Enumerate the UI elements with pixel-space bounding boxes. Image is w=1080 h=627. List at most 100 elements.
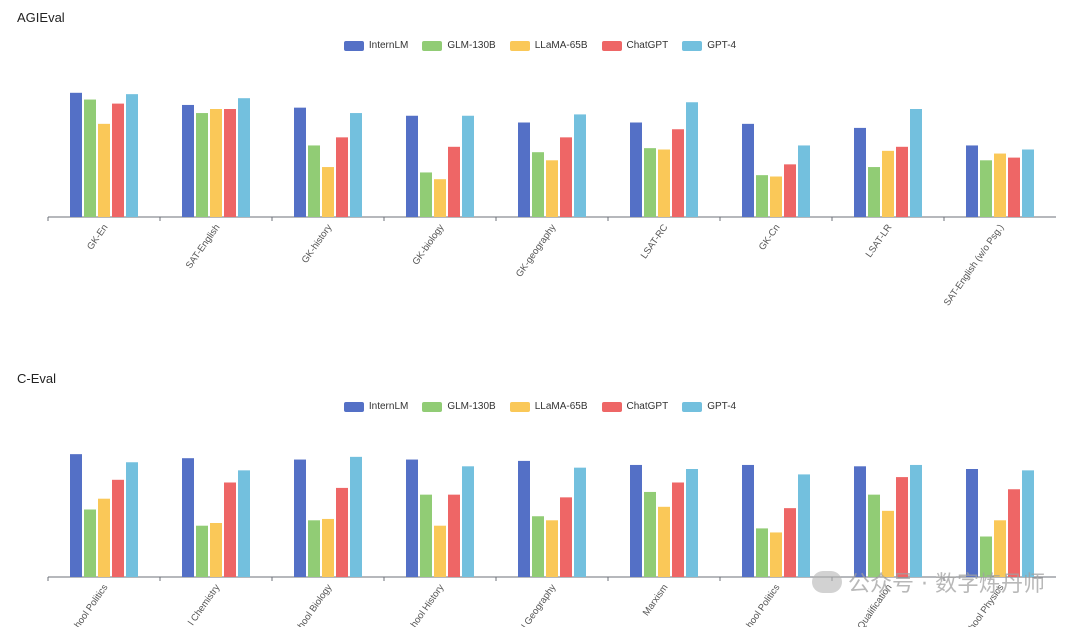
bar-chatgpt[interactable]: [896, 477, 908, 577]
bar-glm-130b[interactable]: [308, 145, 320, 217]
bar-gpt-4[interactable]: [798, 145, 810, 217]
bar-chatgpt[interactable]: [336, 137, 348, 217]
bar-llama-65b[interactable]: [322, 167, 334, 217]
bar-chatgpt[interactable]: [1008, 489, 1020, 577]
bar-glm-130b[interactable]: [868, 494, 880, 577]
bar-chatgpt[interactable]: [672, 482, 684, 578]
bar-internlm[interactable]: [70, 92, 82, 217]
bar-llama-65b[interactable]: [546, 520, 558, 577]
bar-chatgpt[interactable]: [784, 164, 796, 217]
bar-glm-130b[interactable]: [532, 152, 544, 217]
bar-internlm[interactable]: [742, 123, 754, 217]
bar-chatgpt[interactable]: [112, 479, 124, 577]
bar-internlm[interactable]: [182, 458, 194, 577]
bar-gpt-4[interactable]: [574, 467, 586, 577]
bar-gpt-4[interactable]: [1022, 149, 1034, 218]
bar-gpt-4[interactable]: [238, 470, 250, 577]
legend-item[interactable]: LLaMA-65B: [509, 401, 588, 412]
bar-chatgpt[interactable]: [560, 497, 572, 577]
bar-internlm[interactable]: [406, 459, 418, 577]
bar-llama-65b[interactable]: [770, 176, 782, 218]
bar-chatgpt[interactable]: [672, 129, 684, 217]
bar-glm-130b[interactable]: [84, 509, 96, 578]
bar-glm-130b[interactable]: [196, 113, 208, 217]
bar-glm-130b[interactable]: [196, 525, 208, 577]
bar-glm-130b[interactable]: [644, 148, 656, 217]
bar-llama-65b[interactable]: [546, 160, 558, 217]
bar-gpt-4[interactable]: [350, 456, 362, 577]
bar-internlm[interactable]: [518, 460, 530, 577]
bar-internlm[interactable]: [406, 115, 418, 217]
bar-llama-65b[interactable]: [658, 149, 670, 218]
legend-item[interactable]: GPT-4: [682, 401, 736, 412]
bar-llama-65b[interactable]: [98, 498, 110, 577]
bar-chatgpt[interactable]: [1008, 157, 1020, 217]
bar-gpt-4[interactable]: [910, 109, 922, 217]
bar-glm-130b[interactable]: [308, 520, 320, 577]
bar-chatgpt[interactable]: [448, 494, 460, 577]
bar-internlm[interactable]: [294, 107, 306, 217]
bar-gpt-4[interactable]: [126, 94, 138, 217]
bar-glm-130b[interactable]: [532, 516, 544, 577]
bar-internlm[interactable]: [182, 104, 194, 217]
bar-chatgpt[interactable]: [896, 146, 908, 217]
bar-llama-65b[interactable]: [994, 153, 1006, 217]
bar-gpt-4[interactable]: [574, 114, 586, 217]
bar-chatgpt[interactable]: [224, 482, 236, 578]
bar-gpt-4[interactable]: [126, 462, 138, 577]
bar-gpt-4[interactable]: [910, 464, 922, 577]
bar-chatgpt[interactable]: [224, 109, 236, 217]
bar-internlm[interactable]: [854, 466, 866, 577]
bar-internlm[interactable]: [70, 454, 82, 577]
bar-gpt-4[interactable]: [238, 98, 250, 217]
bar-llama-65b[interactable]: [434, 179, 446, 217]
bar-llama-65b[interactable]: [210, 109, 222, 217]
bar-llama-65b[interactable]: [770, 532, 782, 577]
bar-glm-130b[interactable]: [644, 491, 656, 577]
bar-llama-65b[interactable]: [210, 523, 222, 577]
bar-llama-65b[interactable]: [994, 520, 1006, 577]
bar-internlm[interactable]: [518, 122, 530, 218]
legend-item[interactable]: InternLM: [343, 40, 408, 51]
bar-internlm[interactable]: [630, 464, 642, 577]
bar-internlm[interactable]: [294, 459, 306, 577]
bar-llama-65b[interactable]: [98, 123, 110, 217]
bar-llama-65b[interactable]: [434, 525, 446, 577]
legend-item[interactable]: InternLM: [343, 401, 408, 412]
legend-item[interactable]: ChatGPT: [601, 401, 668, 412]
bar-gpt-4[interactable]: [686, 469, 698, 577]
legend-item[interactable]: LLaMA-65B: [509, 40, 588, 51]
bar-glm-130b[interactable]: [84, 99, 96, 217]
bar-internlm[interactable]: [630, 122, 642, 218]
legend-item[interactable]: GLM-130B: [422, 40, 496, 51]
bar-gpt-4[interactable]: [350, 113, 362, 217]
bar-llama-65b[interactable]: [882, 510, 894, 577]
bar-llama-65b[interactable]: [882, 150, 894, 217]
legend-item[interactable]: GPT-4: [682, 40, 736, 51]
bar-internlm[interactable]: [854, 127, 866, 217]
bar-internlm[interactable]: [966, 469, 978, 577]
bar-glm-130b[interactable]: [756, 175, 768, 217]
bar-glm-130b[interactable]: [420, 172, 432, 217]
bar-chatgpt[interactable]: [784, 508, 796, 577]
bar-gpt-4[interactable]: [462, 466, 474, 577]
bar-chatgpt[interactable]: [112, 103, 124, 217]
bar-gpt-4[interactable]: [1022, 470, 1034, 577]
legend-item[interactable]: ChatGPT: [601, 40, 668, 51]
bar-chatgpt[interactable]: [448, 146, 460, 217]
bar-chatgpt[interactable]: [336, 487, 348, 577]
bar-gpt-4[interactable]: [686, 102, 698, 217]
bar-glm-130b[interactable]: [980, 160, 992, 217]
bar-llama-65b[interactable]: [658, 506, 670, 577]
bar-internlm[interactable]: [966, 145, 978, 217]
bar-gpt-4[interactable]: [798, 474, 810, 577]
bar-glm-130b[interactable]: [756, 528, 768, 577]
legend-item[interactable]: GLM-130B: [422, 401, 496, 412]
bar-internlm[interactable]: [742, 464, 754, 577]
bar-llama-65b[interactable]: [322, 518, 334, 577]
bar-glm-130b[interactable]: [420, 494, 432, 577]
bar-glm-130b[interactable]: [980, 536, 992, 578]
bar-gpt-4[interactable]: [462, 115, 474, 217]
bar-chatgpt[interactable]: [560, 137, 572, 217]
bar-glm-130b[interactable]: [868, 167, 880, 217]
